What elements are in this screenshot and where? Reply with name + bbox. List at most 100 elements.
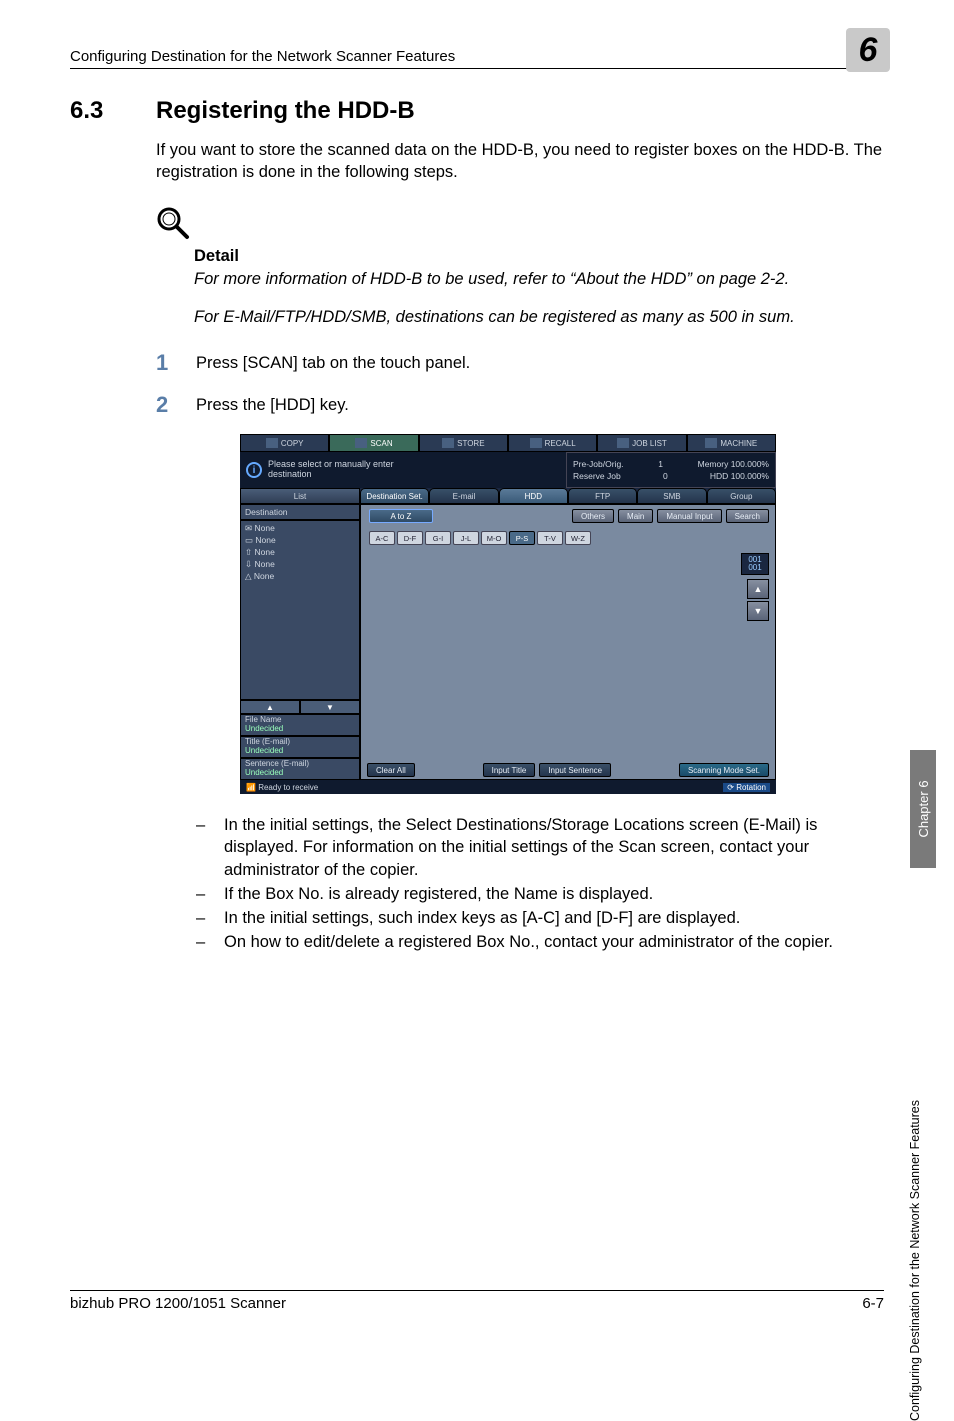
tab-joblist[interactable]: JOB LIST — [597, 434, 686, 452]
store-icon — [442, 438, 454, 448]
tab-copy[interactable]: COPY — [240, 434, 329, 452]
title-value: Undecided — [245, 747, 355, 756]
step-2-text: Press the [HDD] key. — [196, 392, 349, 418]
status-hdd-label: HDD — [710, 471, 728, 481]
file-name-value: Undecided — [245, 725, 355, 734]
alpha-row: A-C D-F G-I J-L M-O P-S T-V W-Z — [369, 531, 591, 545]
destination-list: ✉ None ▭ None ⇧ None ⇩ None △ None — [240, 520, 360, 700]
others-button[interactable]: Others — [572, 509, 614, 523]
tab-joblist-label: JOB LIST — [632, 439, 667, 448]
clear-all-button[interactable]: Clear All — [367, 763, 415, 777]
bullet-4: On how to edit/delete a registered Box N… — [224, 931, 884, 953]
scanning-mode-set-button[interactable]: Scanning Mode Set. — [679, 763, 769, 777]
footer-product: bizhub PRO 1200/1051 Scanner — [70, 1295, 286, 1312]
dest-none-1: None — [254, 523, 274, 533]
alpha-key-df[interactable]: D-F — [397, 531, 423, 545]
subtab-ftp[interactable]: FTP — [568, 488, 637, 504]
ready-status: Ready to receive — [258, 783, 318, 792]
scroll-up-button[interactable]: ▲ — [747, 579, 769, 599]
destination-heading: Destination — [240, 504, 360, 520]
subtab-destination-set[interactable]: Destination Set. — [360, 488, 429, 504]
sentence-field[interactable]: Sentence (E-mail) Undecided — [240, 758, 360, 780]
bullet-dash: – — [196, 907, 224, 929]
section-title: Registering the HDD-B — [156, 97, 415, 125]
bullet-3: In the initial settings, such index keys… — [224, 907, 884, 929]
alpha-key-tv[interactable]: T-V — [537, 531, 563, 545]
detail-paragraph-2: For E-Mail/FTP/HDD/SMB, destinations can… — [194, 306, 884, 328]
scroll-down-button[interactable]: ▼ — [747, 601, 769, 621]
side-section-title: Configuring Destination for the Network … — [908, 1100, 922, 1421]
info-icon: i — [246, 462, 262, 478]
main-button[interactable]: Main — [618, 509, 653, 523]
panel-message: Please select or manually enter destinat… — [268, 460, 394, 480]
tab-copy-label: COPY — [281, 439, 304, 448]
bullet-dash: – — [196, 814, 224, 881]
dest-up-button[interactable]: ▲ — [240, 700, 300, 714]
section-number: 6.3 — [70, 97, 156, 125]
status-box: Pre-Job/Orig. 1 Memory 100.000% Reserve … — [566, 452, 776, 488]
tab-recall-label: RECALL — [545, 439, 576, 448]
recall-icon — [530, 438, 542, 448]
bullet-1: In the initial settings, the Select Dest… — [224, 814, 884, 881]
alpha-key-mo[interactable]: M-O — [481, 531, 507, 545]
subtab-hdd[interactable]: HDD — [499, 488, 568, 504]
dest-none-2: None — [255, 535, 275, 545]
status-hdd-value: 100.000% — [731, 471, 769, 481]
detail-heading: Detail — [194, 247, 884, 266]
tab-store-label: STORE — [457, 439, 484, 448]
dest-none-3: None — [254, 547, 274, 557]
status-prejob-count: 1 — [658, 459, 663, 469]
rotation-label: Rotation — [736, 783, 766, 792]
machine-icon — [705, 438, 717, 448]
alpha-key-jl[interactable]: J-L — [453, 531, 479, 545]
step-2-number: 2 — [156, 392, 196, 418]
rotation-indicator: ⟳ Rotation — [723, 783, 770, 792]
tab-scan[interactable]: SCAN — [329, 434, 418, 452]
tab-recall[interactable]: RECALL — [508, 434, 597, 452]
step-1-text: Press [SCAN] tab on the touch panel. — [196, 350, 470, 376]
tab-machine-label: MACHINE — [720, 439, 757, 448]
status-reserve-label: Reserve Job — [573, 471, 621, 481]
joblist-icon — [617, 438, 629, 448]
tab-store[interactable]: STORE — [419, 434, 508, 452]
tab-scan-label: SCAN — [370, 439, 392, 448]
subtab-smb[interactable]: SMB — [637, 488, 706, 504]
chapter-number-badge: 6 — [846, 28, 890, 72]
bullet-dash: – — [196, 931, 224, 953]
sentence-value: Undecided — [245, 769, 355, 778]
dest-none-5: None — [254, 571, 274, 581]
status-prejob-label: Pre-Job/Orig. — [573, 459, 624, 469]
page-counter: 001 001 — [741, 553, 769, 575]
status-memory-value: 100.000% — [731, 459, 769, 469]
alpha-key-ac[interactable]: A-C — [369, 531, 395, 545]
a-to-z-button[interactable]: A to Z — [369, 509, 433, 523]
file-name-field[interactable]: File Name Undecided — [240, 714, 360, 736]
alpha-key-wz[interactable]: W-Z — [565, 531, 591, 545]
main-pane: A to Z Others Main Manual Input Search A… — [360, 504, 776, 780]
status-memory-label: Memory — [698, 459, 729, 469]
magnifier-icon — [156, 206, 884, 245]
manual-input-button[interactable]: Manual Input — [657, 509, 721, 523]
copy-icon — [266, 438, 278, 448]
running-header: Configuring Destination for the Network … — [70, 48, 884, 65]
dest-down-button[interactable]: ▼ — [300, 700, 360, 714]
side-chapter-tab: Chapter 6 — [910, 750, 936, 868]
section-intro: If you want to store the scanned data on… — [156, 139, 884, 184]
bullet-2: If the Box No. is already registered, th… — [224, 883, 884, 905]
counter-bot: 001 — [748, 564, 761, 572]
bullet-dash: – — [196, 883, 224, 905]
input-sentence-button[interactable]: Input Sentence — [539, 763, 611, 777]
subtab-email[interactable]: E-mail — [429, 488, 498, 504]
left-tab-list[interactable]: List — [240, 488, 360, 504]
search-button[interactable]: Search — [726, 509, 769, 523]
scan-icon — [355, 438, 367, 448]
tab-machine[interactable]: MACHINE — [687, 434, 776, 452]
title-field[interactable]: Title (E-mail) Undecided — [240, 736, 360, 758]
alpha-key-gi[interactable]: G-I — [425, 531, 451, 545]
dest-none-4: None — [254, 559, 274, 569]
detail-paragraph-1: For more information of HDD-B to be used… — [194, 268, 884, 290]
alpha-key-ps[interactable]: P-S — [509, 531, 535, 545]
subtab-group[interactable]: Group — [707, 488, 776, 504]
input-title-button[interactable]: Input Title — [483, 763, 536, 777]
touch-panel-screenshot: COPY SCAN STORE RECALL JOB LIST MACHINE … — [240, 434, 776, 794]
